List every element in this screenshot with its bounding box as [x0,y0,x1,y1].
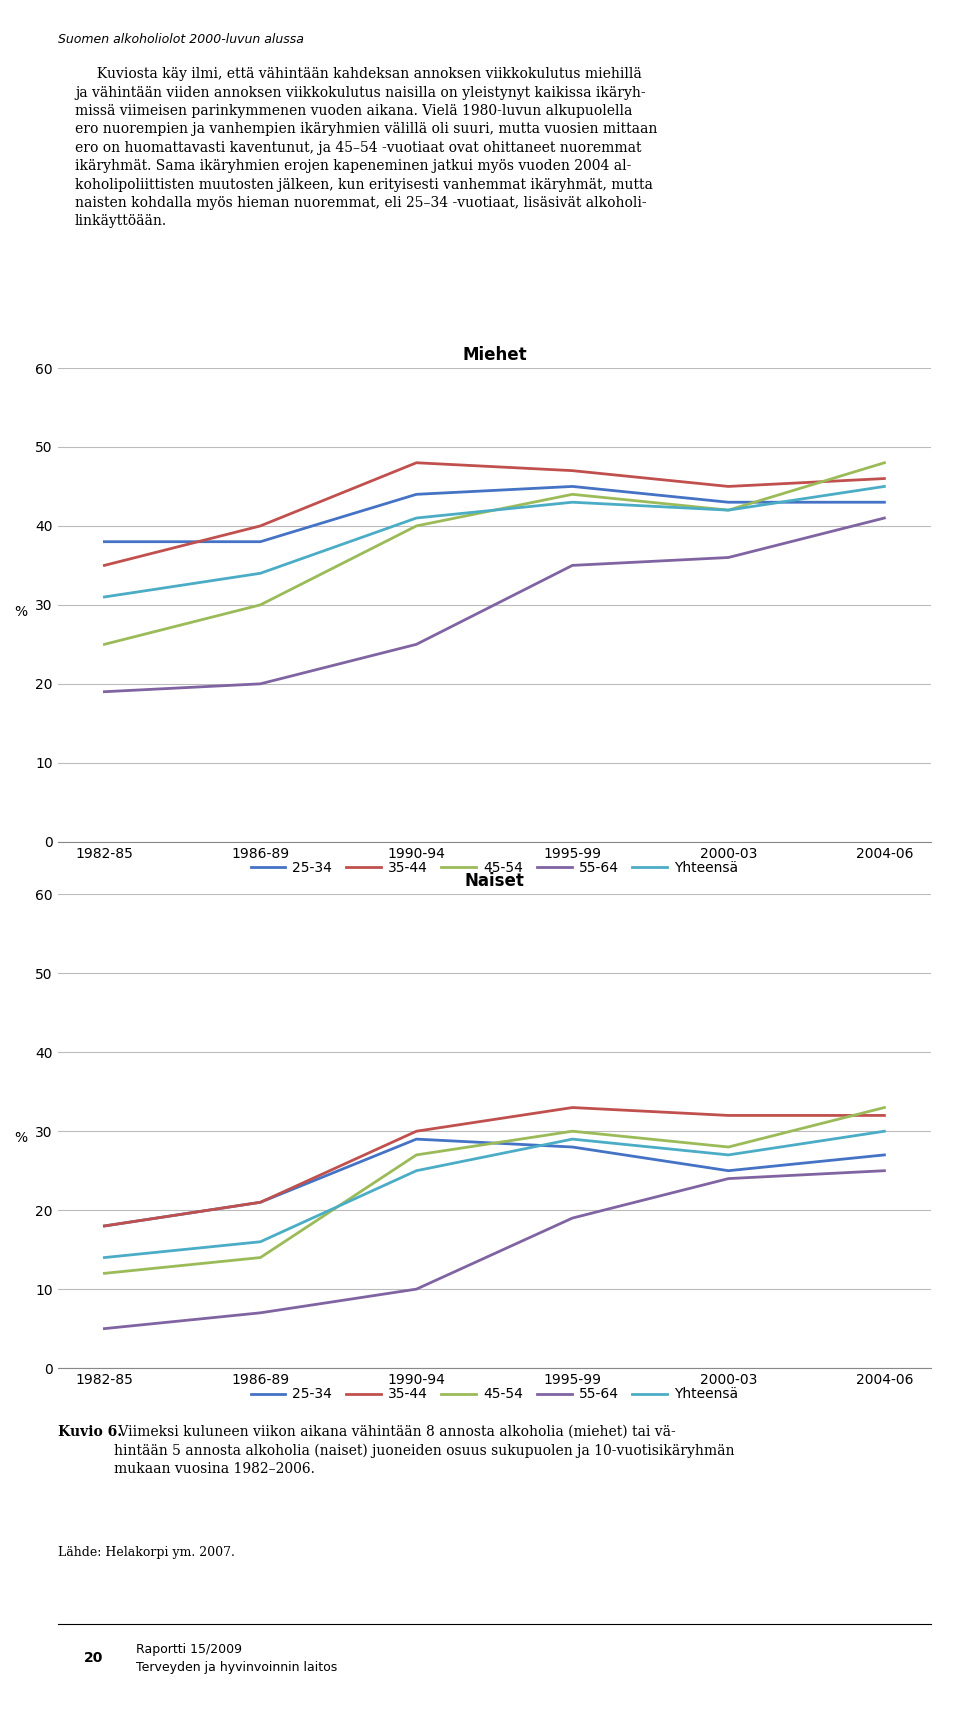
Text: Kuviosta käy ilmi, että vähintään kahdeksan annoksen viikkokulutus miehillä
ja v: Kuviosta käy ilmi, että vähintään kahdek… [75,67,658,229]
Title: Naiset: Naiset [465,872,524,889]
Text: Lähde: Helakorpi ym. 2007.: Lähde: Helakorpi ym. 2007. [58,1546,234,1560]
Y-axis label: %: % [14,605,28,619]
Y-axis label: %: % [14,1132,28,1146]
Text: Raportti 15/2009
Terveyden ja hyvinvoinnin laitos: Raportti 15/2009 Terveyden ja hyvinvoinn… [136,1643,338,1674]
Text: 20: 20 [84,1652,103,1666]
Text: Viimeksi kuluneen viikon aikana vähintään 8 annosta alkoholia (miehet) tai vä-
h: Viimeksi kuluneen viikon aikana vähintää… [114,1424,735,1476]
Text: Kuvio 6.: Kuvio 6. [58,1424,122,1438]
Text: Suomen alkoholiolot 2000-luvun alussa: Suomen alkoholiolot 2000-luvun alussa [58,32,303,46]
Legend: 25-34, 35-44, 45-54, 55-64, Yhteensä: 25-34, 35-44, 45-54, 55-64, Yhteensä [245,1382,744,1407]
Title: Miehet: Miehet [462,345,527,364]
Legend: 25-34, 35-44, 45-54, 55-64, Yhteensä: 25-34, 35-44, 45-54, 55-64, Yhteensä [245,855,744,881]
